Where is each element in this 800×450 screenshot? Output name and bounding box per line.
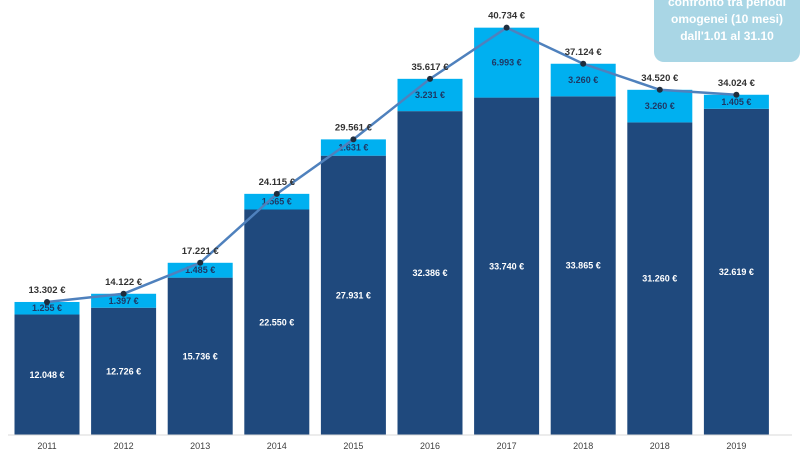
bar-base-label-2: 15.736 € bbox=[183, 351, 218, 361]
bar-base-8 bbox=[627, 122, 693, 436]
bar-increment-9 bbox=[703, 94, 769, 109]
total-label-9: 34.024 € bbox=[718, 78, 756, 89]
bar-base-2 bbox=[167, 277, 233, 435]
x-tick-label-5: 2016 bbox=[420, 441, 440, 450]
bar-increment-label-5: 3.231 € bbox=[415, 90, 445, 100]
total-point-4 bbox=[350, 136, 357, 143]
x-tick-label-6: 2017 bbox=[497, 441, 517, 450]
bar-increment-label-8: 3.260 € bbox=[645, 101, 675, 111]
total-point-5 bbox=[427, 75, 433, 82]
note-line-1: confronto tra periodi bbox=[668, 0, 786, 9]
total-label-5: 35.617 € bbox=[412, 62, 450, 73]
note-line-2: omogenei (10 mesi) bbox=[670, 12, 784, 26]
bar-base-label-7: 33.865 € bbox=[566, 261, 601, 271]
bar-base-6 bbox=[474, 97, 540, 435]
bar-increment-label-9: 1.405 € bbox=[721, 97, 751, 107]
bar-base-label-9: 32.619 € bbox=[719, 267, 754, 277]
bar-increment-label-3: 1.565 € bbox=[262, 197, 292, 207]
bar-base-5 bbox=[397, 111, 463, 435]
bar-increment-1 bbox=[91, 293, 157, 308]
total-point-8 bbox=[656, 86, 663, 93]
total-label-8: 34.520 € bbox=[641, 73, 679, 84]
bar-increment-label-4: 1.631 € bbox=[338, 143, 368, 153]
total-point-7 bbox=[580, 60, 587, 67]
total-label-3: 24.115 € bbox=[259, 177, 296, 188]
x-tick-label-2: 2013 bbox=[190, 441, 210, 450]
x-tick-label-8: 2018 bbox=[650, 441, 670, 450]
bar-base-7 bbox=[550, 96, 616, 435]
comparison-note: confronto tra periodi omogenei (10 mesi)… bbox=[654, 0, 800, 62]
total-line bbox=[46, 26, 737, 304]
bar-base-label-0: 12.048 € bbox=[29, 370, 64, 380]
bar-increment-2 bbox=[167, 262, 233, 278]
bar-base-label-5: 32.386 € bbox=[412, 268, 447, 278]
bar-increment-6 bbox=[474, 27, 540, 98]
bar-base-9 bbox=[703, 108, 769, 435]
total-label-4: 29.561 € bbox=[335, 122, 373, 133]
x-tick-label-0: 2011 bbox=[37, 441, 56, 450]
bar-increment-label-1: 1.397 € bbox=[109, 296, 139, 306]
total-label-6: 40.734 € bbox=[488, 11, 526, 22]
x-tick-label-4: 2015 bbox=[343, 441, 363, 450]
bar-increment-label-0: 1.255 € bbox=[32, 303, 62, 313]
bar-base-label-6: 33.740 € bbox=[489, 261, 524, 271]
total-label-2: 17.221 € bbox=[182, 246, 220, 257]
total-label-7: 37.124 € bbox=[565, 47, 603, 58]
total-point-0 bbox=[44, 298, 50, 305]
total-label-0: 13.302 € bbox=[29, 285, 67, 296]
bar-increment-8 bbox=[627, 89, 693, 123]
total-label-1: 14.122 € bbox=[105, 277, 143, 288]
bar-base-label-3: 22.550 € bbox=[259, 317, 294, 327]
total-point-1 bbox=[120, 290, 127, 297]
x-tick-label-9: 2019 bbox=[726, 441, 746, 450]
total-point-9 bbox=[733, 91, 740, 98]
note-line-3: dall'1.01 al 31.10 bbox=[680, 29, 774, 43]
bar-base-3 bbox=[244, 209, 310, 435]
bar-base-label-1: 12.726 € bbox=[106, 366, 141, 376]
bar-increment-label-2: 1.485 € bbox=[185, 265, 215, 275]
total-point-6 bbox=[503, 24, 510, 31]
bar-base-4 bbox=[320, 155, 386, 435]
bar-increment-3 bbox=[244, 193, 310, 210]
bar-increment-label-6: 6.993 € bbox=[492, 58, 522, 68]
bar-increment-label-7: 3.260 € bbox=[568, 75, 598, 85]
bar-base-label-8: 31.260 € bbox=[642, 274, 677, 284]
bar-increment-0 bbox=[14, 301, 80, 315]
x-tick-label-7: 2018 bbox=[573, 441, 593, 450]
bar-base-1 bbox=[91, 307, 157, 435]
x-tick-label-3: 2014 bbox=[267, 441, 287, 450]
bar-base-0 bbox=[14, 314, 80, 435]
x-tick-label-1: 2012 bbox=[114, 441, 134, 450]
total-point-2 bbox=[197, 259, 204, 266]
bar-base-label-4: 27.931 € bbox=[336, 290, 371, 300]
total-point-3 bbox=[273, 190, 280, 197]
bar-increment-7 bbox=[550, 63, 616, 97]
